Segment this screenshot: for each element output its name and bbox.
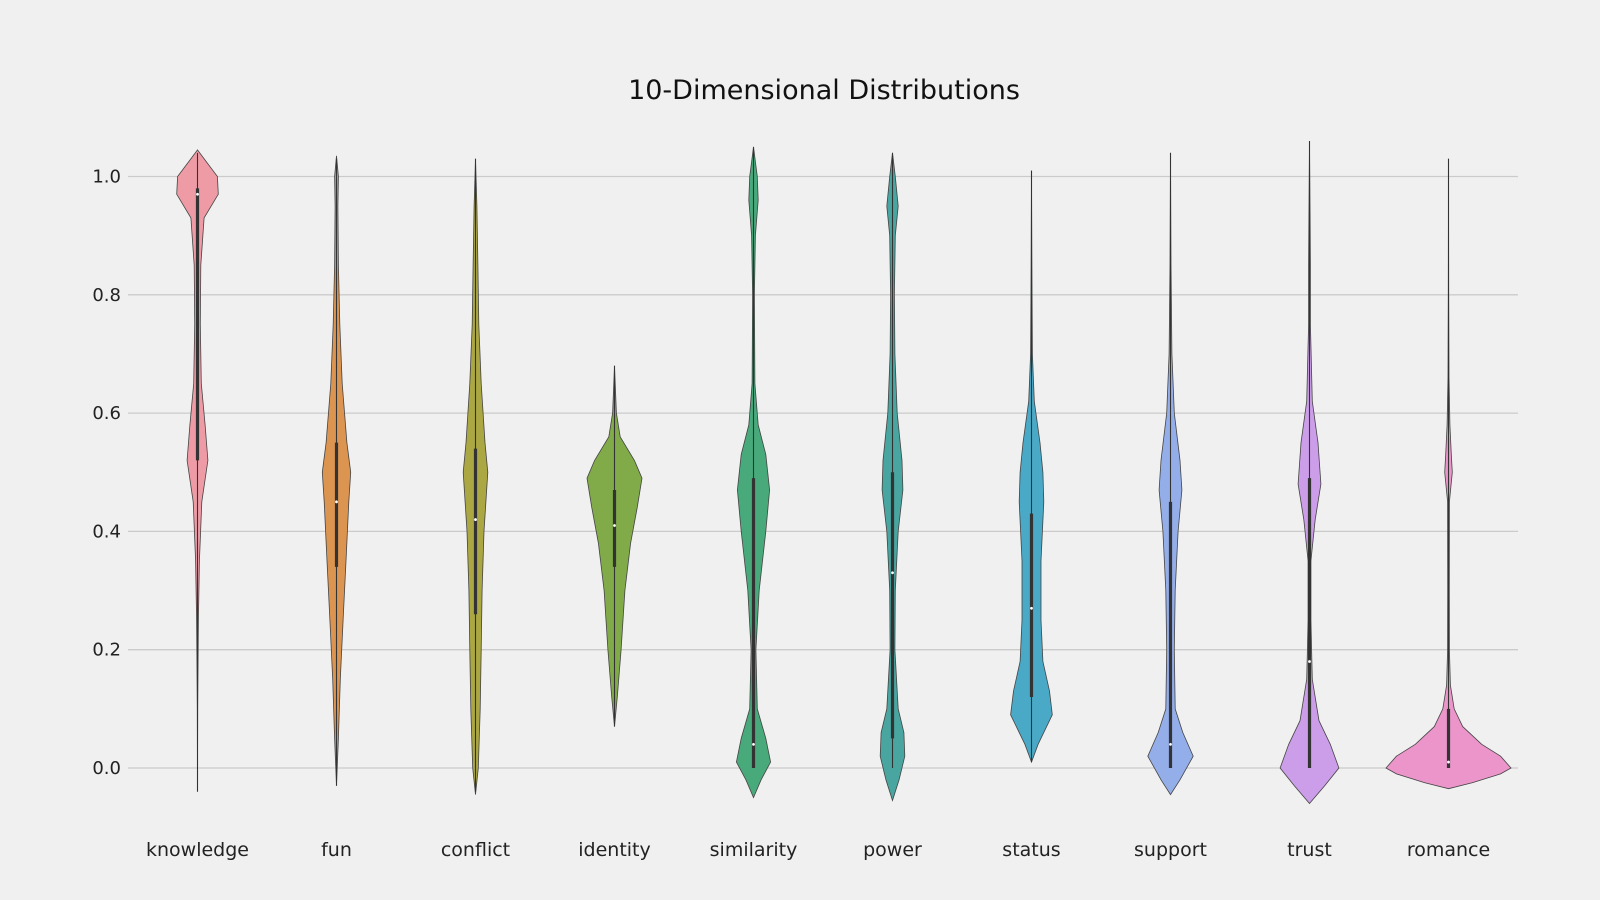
y-tick-label: 0.4 [92,521,121,542]
violin-power [879,152,906,802]
y-tick-label: 0.6 [92,403,121,424]
y-axis-ticks: 0.0 0.2 0.4 0.6 0.8 1.0 [92,167,121,780]
x-category-label: support [1134,839,1207,861]
x-category-label: power [863,839,922,861]
violin-median [335,500,338,504]
x-category-label: fun [321,839,352,861]
chart-title: 10-Dimensional Distributions [628,75,1020,106]
violins [176,140,1512,805]
violin-similarity [735,146,772,799]
violin-trust [1279,140,1340,805]
violin-median [1169,742,1172,746]
violin-conflict [462,158,489,795]
x-category-label: romance [1407,839,1490,861]
violin-fun [321,155,352,786]
violin-support [1147,152,1194,796]
violin-knowledge [176,149,219,792]
x-axis-labels: knowledge fun conflict identity similarity po… [146,839,1490,861]
x-category-label: similarity [710,839,798,861]
x-category-label: identity [578,839,651,861]
y-tick-label: 0.0 [92,758,121,779]
x-category-label: trust [1287,839,1332,861]
violin-median [196,192,199,196]
violin-median [891,571,894,575]
violin-median [613,524,616,527]
violin-median [752,742,755,746]
y-tick-label: 0.2 [92,640,121,661]
violin-median [1308,660,1311,663]
x-category-label: status [1002,839,1060,861]
y-tick-label: 1.0 [92,167,121,188]
violin-romance [1385,158,1512,790]
violin-identity [586,365,643,727]
x-category-label: knowledge [146,839,249,861]
violin-median [1447,760,1450,764]
x-category-label: conflict [441,839,510,861]
violin-median [474,518,477,521]
y-tick-label: 0.8 [92,285,121,306]
violin-median [1030,606,1033,610]
violin-status [1010,170,1053,764]
